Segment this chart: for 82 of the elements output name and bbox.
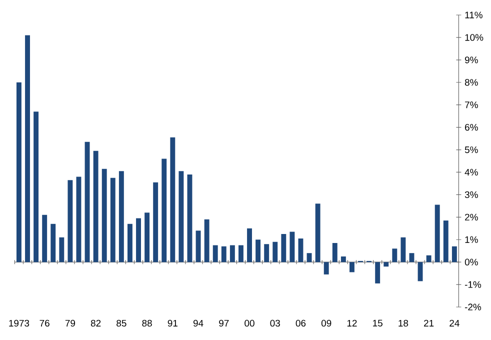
bar <box>187 174 192 262</box>
x-tick-label: 15 <box>373 320 382 326</box>
y-tick-label: 8% <box>464 79 478 86</box>
bar <box>127 224 132 262</box>
bar <box>204 219 210 262</box>
bar <box>178 171 184 262</box>
y-tick-label: 3% <box>464 191 478 198</box>
bar <box>426 255 432 262</box>
y-tick-label: 7% <box>465 102 478 108</box>
x-tick-label: 21 <box>424 320 434 326</box>
bar <box>16 82 22 262</box>
x-tick-label: 82 <box>90 320 101 327</box>
bar <box>76 176 82 262</box>
bar <box>221 246 226 262</box>
x-tick-label: 97 <box>219 320 229 327</box>
bar <box>384 262 389 267</box>
x-tick-label: 91 <box>168 320 178 327</box>
bar <box>272 242 278 262</box>
bar <box>281 234 286 262</box>
bar <box>306 253 312 262</box>
bar <box>409 253 414 262</box>
y-tick-label: 4% <box>464 168 478 176</box>
bar <box>230 245 235 262</box>
bar <box>136 218 141 262</box>
y-tick-label: 9% <box>464 56 478 64</box>
bar <box>102 168 107 262</box>
y-tick-label: 0% <box>464 258 478 266</box>
x-tick-label: 1973 <box>9 320 30 327</box>
bar <box>68 180 73 262</box>
x-tick-label: 88 <box>142 320 152 327</box>
bar <box>110 178 116 262</box>
x-tick-label: 03 <box>270 320 280 327</box>
x-tick-label: 24 <box>450 320 460 326</box>
bar <box>340 256 346 262</box>
x-tick-label: 79 <box>65 320 76 327</box>
y-tick-label: -1% <box>464 281 482 288</box>
x-tick-label: 76 <box>40 320 50 327</box>
bar <box>324 262 329 274</box>
x-tick-label: 09 <box>321 320 332 327</box>
y-tick-label: 10% <box>465 34 484 41</box>
bar <box>452 246 457 262</box>
bar <box>315 204 320 262</box>
bar <box>170 137 176 262</box>
bar <box>332 242 338 262</box>
y-tick-label: 2% <box>465 214 478 220</box>
bar <box>264 244 270 262</box>
bar <box>290 232 295 262</box>
bar <box>42 214 48 262</box>
x-tick-label: 85 <box>116 320 126 327</box>
x-tick-label: 06 <box>296 320 306 327</box>
bar <box>349 262 354 272</box>
bar <box>50 224 56 262</box>
bar <box>443 220 448 262</box>
y-tick-label: -2% <box>464 304 482 310</box>
x-tick-label: 00 <box>244 320 254 327</box>
bar <box>298 238 304 262</box>
bar <box>153 182 158 262</box>
bar <box>34 112 39 262</box>
bar <box>256 240 261 262</box>
bar <box>238 245 244 262</box>
bar <box>212 245 218 262</box>
bar <box>196 230 201 262</box>
x-tick-label: 94 <box>193 320 204 327</box>
x-tick-label: 12 <box>347 320 357 326</box>
bar <box>392 248 398 262</box>
bar <box>59 237 64 262</box>
y-tick-label: 6% <box>465 124 478 131</box>
bar <box>400 237 406 262</box>
y-tick-label: 11% <box>465 12 482 18</box>
bar <box>434 204 440 262</box>
bar <box>162 158 167 262</box>
bar <box>93 150 98 262</box>
bar <box>247 228 252 262</box>
bar <box>84 142 90 262</box>
bar <box>144 212 150 262</box>
bar <box>418 262 423 282</box>
bar <box>375 262 380 284</box>
y-tick-label: 5% <box>464 146 478 154</box>
x-tick-label: 18 <box>398 320 408 327</box>
bar <box>25 35 30 262</box>
y-tick-label: 1% <box>465 236 478 243</box>
bar <box>118 171 124 262</box>
